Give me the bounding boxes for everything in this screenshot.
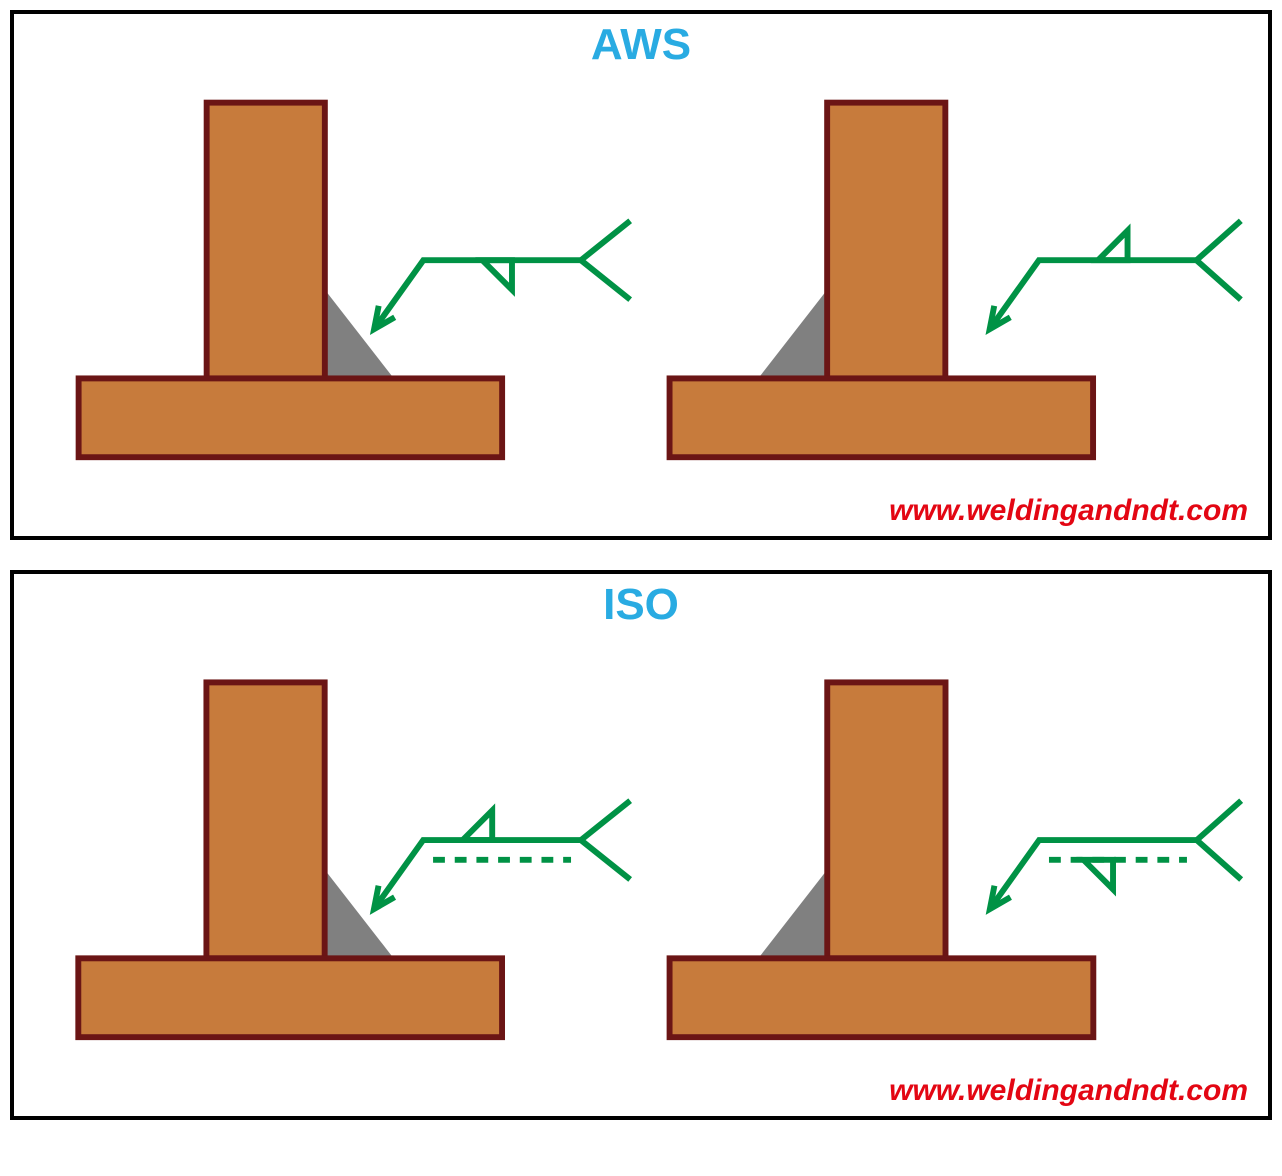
reference-line [374,260,581,329]
weld-symbol-1 [990,801,1241,909]
fillet-weld-icon [325,870,394,959]
fillet-weld-icon [758,870,827,959]
tail-icon [581,801,630,880]
base-plate [79,378,503,457]
fillet-weld-icon [325,290,394,379]
weld-symbol-0 [374,221,630,329]
watermark-text: www.weldingandndt.com [889,1074,1248,1108]
watermark-text: www.weldingandndt.com [889,494,1248,528]
fillet-weld-icon [758,290,827,379]
base-plate [670,958,1094,1037]
fillet-symbol-icon [1098,231,1128,261]
aws-panel: AWSwww.weldingandndt.com [10,10,1272,540]
t-joint-right [670,103,1094,458]
reference-line [990,840,1197,909]
diagram-svg [14,14,1268,536]
t-joint-right [670,682,1094,1037]
weld-symbol-0 [374,801,630,909]
reference-line [374,840,581,909]
reference-line [990,260,1197,329]
weld-symbol-1 [990,221,1241,329]
iso-panel: ISOwww.weldingandndt.com [10,570,1272,1120]
upright-plate [827,103,945,379]
base-plate [670,378,1094,457]
fillet-symbol-icon [463,811,493,841]
upright-plate [827,682,945,958]
fillet-symbol-icon [1083,860,1113,890]
fillet-symbol-icon [482,260,512,290]
tail-icon [581,221,630,300]
diagram-svg [14,574,1268,1116]
upright-plate [206,682,324,958]
t-joint-left [79,103,503,458]
tail-icon [1196,221,1240,300]
upright-plate [207,103,325,379]
base-plate [78,958,502,1037]
tail-icon [1197,801,1241,880]
